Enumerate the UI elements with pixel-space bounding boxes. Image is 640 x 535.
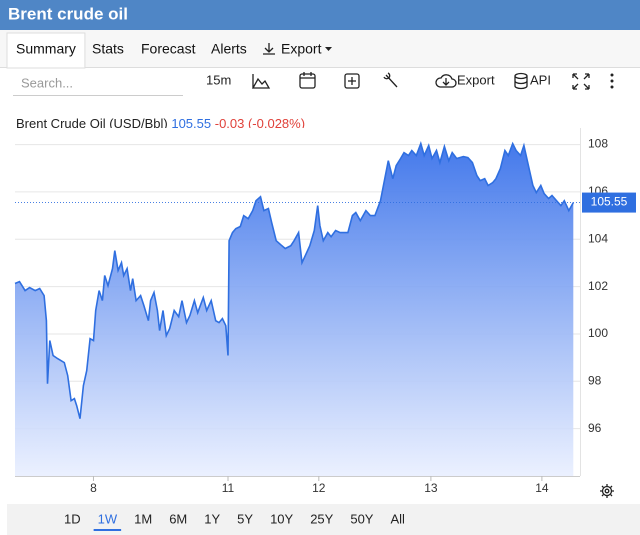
x-tick-label: 12 <box>312 481 326 495</box>
range-button[interactable]: 10Y <box>270 511 293 526</box>
y-tick-label: 102 <box>588 279 608 293</box>
tabs: Summary Stats Forecast Alerts Export <box>16 41 322 57</box>
y-tick-label: 108 <box>588 137 608 151</box>
caret-icon <box>325 47 332 51</box>
menu-icon[interactable] <box>610 73 614 89</box>
api-button[interactable]: API <box>530 72 551 87</box>
range-button[interactable]: 1Y <box>204 511 220 526</box>
range-selector: 1D 1W 1M 6M 1Y 5Y 10Y 25Y 50Y All <box>64 511 405 531</box>
last-price-label: 105.55 <box>591 195 628 209</box>
legend: Brent Crude Oil (USD/Bbl) 105.55 -0.03 (… <box>16 116 305 131</box>
legend-change: -0.03 (-0.028%) <box>215 116 305 131</box>
y-tick-label: 104 <box>588 231 608 245</box>
y-tick-label: 96 <box>588 421 602 435</box>
y-tick-label: 100 <box>588 326 608 340</box>
settings-icon[interactable] <box>600 484 614 498</box>
range-button[interactable]: 6M <box>169 511 187 526</box>
x-tick-label: 14 <box>535 481 549 495</box>
search-box[interactable]: Search... <box>21 75 73 90</box>
last-price-flag <box>582 192 636 213</box>
tab[interactable]: Stats <box>92 41 124 57</box>
active-tab-box <box>6 32 86 69</box>
download-icon <box>263 43 275 55</box>
add-indicator-plus <box>348 77 356 85</box>
tab-bar <box>0 30 640 68</box>
y-tick-label: 98 <box>588 373 602 387</box>
export-button[interactable]: Export <box>457 72 495 87</box>
legend-last-price: 105.55 <box>171 116 211 131</box>
tab[interactable]: Alerts <box>211 41 247 57</box>
tab[interactable]: Summary <box>16 41 76 57</box>
price-line <box>14 141 574 419</box>
calendar-icon[interactable] <box>299 73 316 89</box>
x-tick-label: 13 <box>424 481 438 495</box>
calendar-icon-detail <box>300 72 315 79</box>
header-bar <box>0 0 640 30</box>
range-button[interactable]: All <box>390 511 405 526</box>
range-button[interactable]: 5Y <box>237 511 253 526</box>
range-button[interactable]: 50Y <box>350 511 373 526</box>
legend-series-name: Brent Crude Oil (USD/Bbl) <box>16 116 168 131</box>
range-button[interactable]: 1M <box>134 511 152 526</box>
api-icon[interactable] <box>514 72 528 90</box>
range-button[interactable]: 1W <box>98 511 118 526</box>
export-icon[interactable] <box>435 74 457 88</box>
tools-icon[interactable] <box>383 72 398 88</box>
range-button[interactable]: 1D <box>64 511 81 526</box>
header-title: Brent crude oil <box>8 4 128 23</box>
range-button[interactable]: 25Y <box>310 511 333 526</box>
area-fill <box>15 143 574 476</box>
chart-type-icon[interactable] <box>251 74 271 89</box>
x-tick-label: 8 <box>90 481 97 495</box>
tab[interactable]: Export <box>281 41 322 57</box>
fullscreen-icon[interactable] <box>572 73 590 90</box>
tab[interactable]: Forecast <box>141 41 196 57</box>
interval-button[interactable]: 15m <box>206 72 231 87</box>
add-indicator-icon[interactable] <box>344 73 360 89</box>
x-tick-label: 11 <box>222 481 235 495</box>
